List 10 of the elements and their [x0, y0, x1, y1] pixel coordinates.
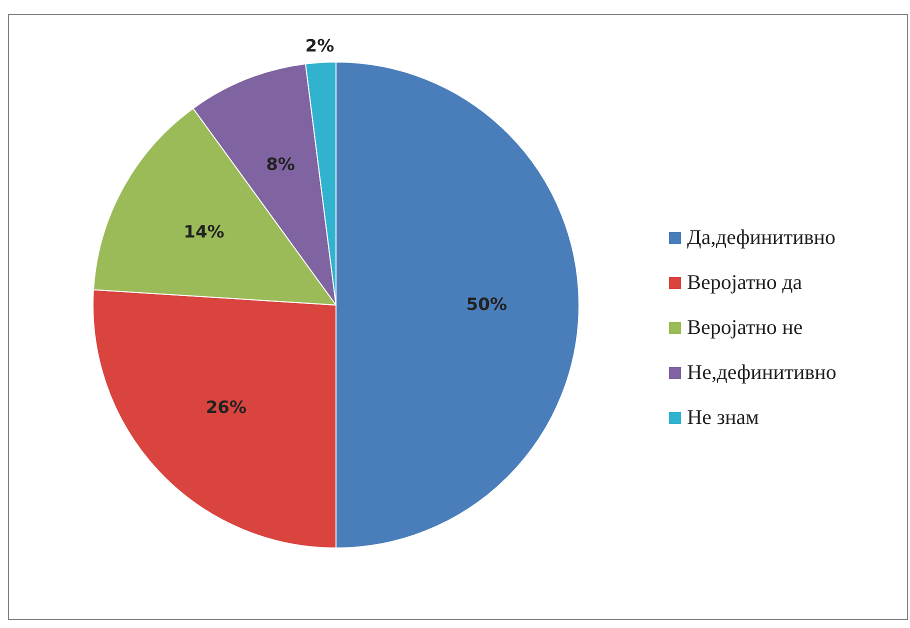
data-label: 26% — [206, 398, 247, 418]
data-label: 2% — [305, 36, 334, 57]
legend-label: Веројатно да — [687, 270, 802, 295]
legend-label: Не,дефинитивно — [687, 360, 836, 385]
legend-label: Веројатно не — [687, 315, 803, 340]
data-label: 14% — [184, 222, 224, 242]
data-label: 50% — [466, 295, 508, 315]
legend-label: Не знам — [687, 405, 759, 430]
data-label: 8% — [266, 154, 295, 175]
legend-label: Да,дефинитивно — [687, 225, 836, 250]
